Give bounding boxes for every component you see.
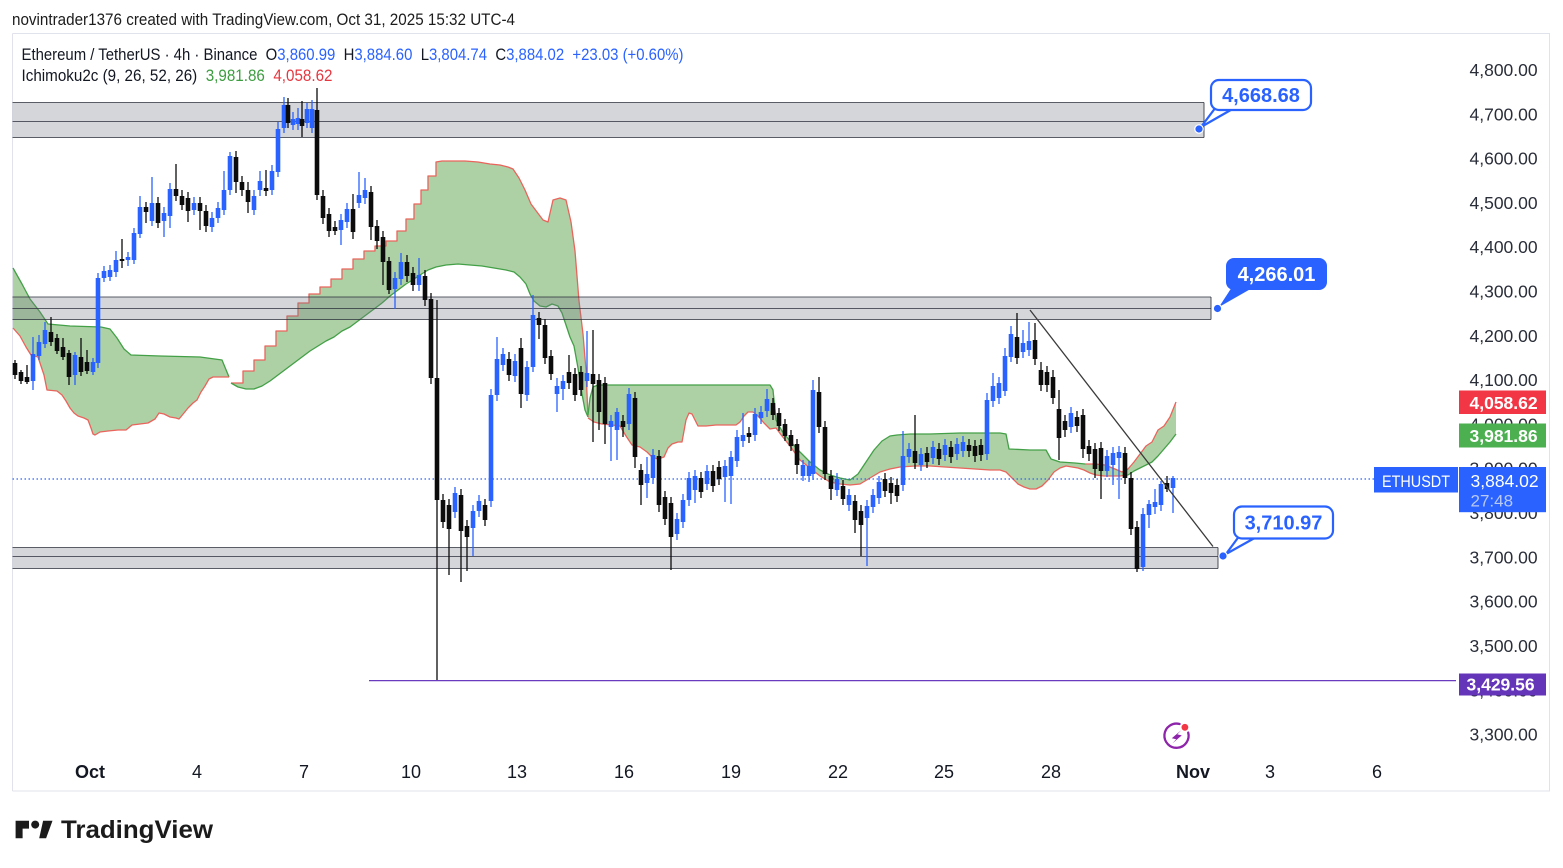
svg-text:4,266.01: 4,266.01 [1238, 264, 1316, 286]
svg-text:4,700.00: 4,700.00 [1470, 104, 1538, 124]
svg-text:16: 16 [614, 762, 634, 782]
svg-text:10: 10 [401, 762, 421, 782]
svg-text:19: 19 [721, 762, 741, 782]
svg-text:4,200.00: 4,200.00 [1470, 326, 1538, 346]
svg-text:Oct: Oct [75, 762, 105, 782]
svg-text:4,800.00: 4,800.00 [1470, 60, 1538, 80]
svg-text:novintrader1376 created with T: novintrader1376 created with TradingView… [12, 11, 515, 29]
svg-text:3,710.97: 3,710.97 [1245, 513, 1323, 535]
svg-text:27:48: 27:48 [1471, 492, 1514, 511]
svg-text:3,700.00: 3,700.00 [1470, 547, 1538, 567]
svg-text:28: 28 [1041, 762, 1061, 782]
svg-text:4,400.00: 4,400.00 [1470, 237, 1538, 257]
svg-text:4,668.68: 4,668.68 [1222, 85, 1300, 107]
svg-text:4,500.00: 4,500.00 [1470, 193, 1538, 213]
svg-text:22: 22 [828, 762, 848, 782]
svg-text:3,981.86: 3,981.86 [1470, 426, 1538, 446]
svg-text:Nov: Nov [1176, 762, 1210, 782]
svg-text:4,100.00: 4,100.00 [1470, 370, 1538, 390]
svg-text:Ethereum / TetherUS · 4h · Bin: Ethereum / TetherUS · 4h · Binance O3,86… [22, 45, 684, 64]
svg-text:3,429.56: 3,429.56 [1467, 675, 1535, 695]
svg-text:4,300.00: 4,300.00 [1470, 282, 1538, 302]
svg-text:3: 3 [1265, 762, 1275, 782]
svg-text:4,058.62: 4,058.62 [1470, 393, 1538, 413]
svg-text:Ichimoku2c (9, 26, 52, 26) 3,: Ichimoku2c (9, 26, 52, 26) 3,981.86 4,05… [22, 66, 333, 85]
svg-text:3,884.02: 3,884.02 [1471, 471, 1539, 491]
svg-text:4,600.00: 4,600.00 [1470, 149, 1538, 169]
svg-text:4: 4 [192, 762, 202, 782]
svg-text:3,500.00: 3,500.00 [1470, 636, 1538, 656]
svg-text:3,600.00: 3,600.00 [1470, 592, 1538, 612]
svg-text:ETHUSDT: ETHUSDT [1382, 473, 1450, 491]
svg-text:7: 7 [299, 762, 309, 782]
svg-text:3,300.00: 3,300.00 [1470, 725, 1538, 745]
svg-text:13: 13 [507, 762, 527, 782]
svg-text:6: 6 [1372, 762, 1382, 782]
svg-text:25: 25 [934, 762, 954, 782]
svg-text:TradingView: TradingView [61, 816, 214, 844]
